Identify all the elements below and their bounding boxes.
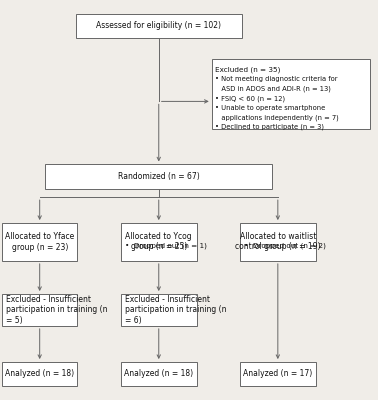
Text: Excluded - Insufficient
participation in training (n
= 5): Excluded - Insufficient participation in… — [6, 295, 107, 325]
Text: Assessed for eligibility (n = 102): Assessed for eligibility (n = 102) — [96, 22, 221, 30]
FancyBboxPatch shape — [2, 362, 77, 386]
Text: Analyzed (n = 17): Analyzed (n = 17) — [243, 370, 313, 378]
FancyBboxPatch shape — [212, 59, 370, 129]
Text: •  Dropped out (n = 1): • Dropped out (n = 1) — [125, 243, 207, 249]
Text: • Declined to participate (n = 3): • Declined to participate (n = 3) — [215, 124, 324, 130]
FancyBboxPatch shape — [45, 164, 272, 189]
FancyBboxPatch shape — [240, 223, 316, 261]
FancyBboxPatch shape — [121, 223, 197, 261]
Text: Excluded - Insufficient
participation in training (n
= 6): Excluded - Insufficient participation in… — [125, 295, 226, 325]
Text: • FSIQ < 60 (n = 12): • FSIQ < 60 (n = 12) — [215, 95, 286, 102]
Text: Analyzed (n = 18): Analyzed (n = 18) — [124, 370, 193, 378]
Text: • Unable to operate smartphone: • Unable to operate smartphone — [215, 105, 326, 111]
FancyBboxPatch shape — [2, 294, 77, 326]
Text: Allocated to Ycog
group (n = 25): Allocated to Ycog group (n = 25) — [125, 232, 192, 251]
Text: Randomized (n = 67): Randomized (n = 67) — [118, 172, 200, 181]
Text: applications independently (n = 7): applications independently (n = 7) — [215, 114, 339, 121]
FancyBboxPatch shape — [121, 362, 197, 386]
Text: Allocated to Yface
group (n = 23): Allocated to Yface group (n = 23) — [5, 232, 74, 252]
Text: • Not meeting diagnostic criteria for: • Not meeting diagnostic criteria for — [215, 76, 338, 82]
FancyBboxPatch shape — [2, 223, 77, 261]
Text: Analyzed (n = 18): Analyzed (n = 18) — [5, 370, 74, 378]
Text: Allocated to waitlist
control group (n = 19): Allocated to waitlist control group (n =… — [235, 232, 321, 251]
Text: ASD in ADOS and ADI-R (n = 13): ASD in ADOS and ADI-R (n = 13) — [215, 86, 332, 92]
Text: •  Dropped out (n = 2): • Dropped out (n = 2) — [244, 243, 326, 249]
FancyBboxPatch shape — [121, 294, 197, 326]
FancyBboxPatch shape — [240, 362, 316, 386]
Text: Excluded (n = 35): Excluded (n = 35) — [215, 66, 281, 73]
FancyBboxPatch shape — [76, 14, 242, 38]
